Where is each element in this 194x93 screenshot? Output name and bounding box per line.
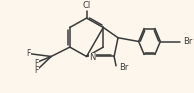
Text: F: F <box>34 58 39 68</box>
Text: Br: Br <box>119 63 128 72</box>
Text: N: N <box>89 53 96 62</box>
Text: F: F <box>34 66 39 75</box>
Text: Br: Br <box>183 37 192 46</box>
Text: Cl: Cl <box>82 1 91 10</box>
Text: F: F <box>26 49 31 58</box>
